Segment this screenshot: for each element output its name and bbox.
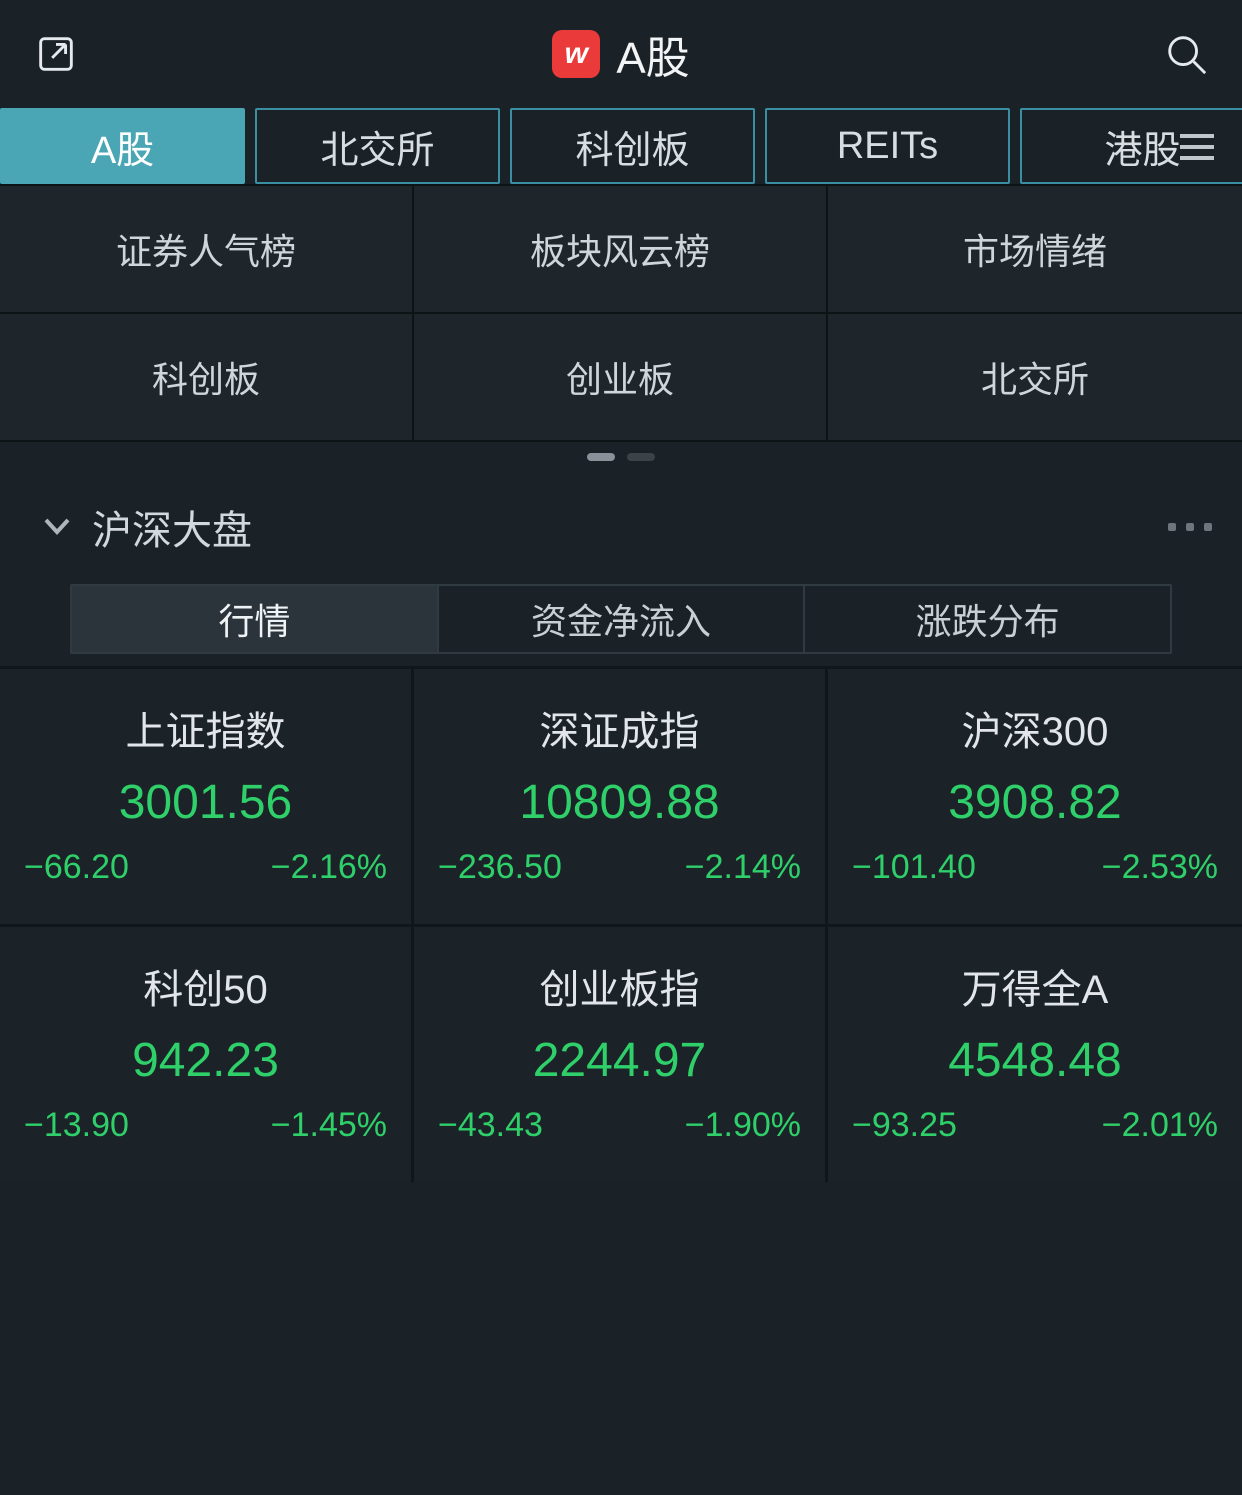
index-change-row: −13.90 −1.45%: [16, 1106, 395, 1145]
index-name: 科创50: [143, 957, 268, 1015]
cat-star[interactable]: 科创板: [0, 314, 414, 442]
cat-label: 北交所: [981, 351, 1089, 403]
seg-netflow[interactable]: 资金净流入: [439, 586, 806, 652]
share-icon[interactable]: [30, 28, 82, 80]
index-change-row: −43.43 −1.90%: [430, 1106, 809, 1145]
tab-bse[interactable]: 北交所: [255, 108, 500, 184]
index-value: 3908.82: [948, 775, 1122, 830]
app-logo: w: [552, 30, 600, 78]
seg-quotes[interactable]: 行情: [72, 586, 439, 652]
more-icon[interactable]: [1168, 523, 1212, 531]
page-dot: [627, 453, 655, 461]
market-tabs: A股 北交所 科创板 REITs 港股: [0, 108, 1242, 184]
cat-securities-rank[interactable]: 证券人气榜: [0, 186, 414, 314]
cat-label: 创业板: [566, 351, 674, 403]
index-cell[interactable]: 深证成指 10809.88 −236.50 −2.14%: [414, 666, 828, 924]
page-dot: [587, 453, 615, 461]
section-title: 沪深大盘: [92, 498, 252, 556]
cat-label: 证券人气榜: [116, 223, 296, 275]
index-name: 万得全A: [962, 957, 1109, 1015]
index-value: 3001.56: [119, 775, 293, 830]
index-value: 10809.88: [519, 775, 719, 830]
index-pct: −1.90%: [685, 1106, 801, 1145]
tab-label: 科创板: [575, 119, 689, 174]
section-segmented: 行情 资金净流入 涨跌分布: [70, 584, 1172, 654]
tab-star[interactable]: 科创板: [510, 108, 755, 184]
index-change: −101.40: [852, 848, 976, 887]
index-pct: −2.14%: [685, 848, 801, 887]
page-title: A股: [616, 22, 689, 86]
cat-bse[interactable]: 北交所: [828, 314, 1242, 442]
tab-label: 北交所: [320, 119, 434, 174]
index-change: −93.25: [852, 1106, 957, 1145]
index-pct: −2.01%: [1102, 1106, 1218, 1145]
header-title-wrap: w A股: [552, 22, 689, 86]
seg-label: 资金净流入: [531, 593, 711, 645]
index-cell[interactable]: 万得全A 4548.48 −93.25 −2.01%: [828, 924, 1242, 1182]
index-pct: −2.16%: [271, 848, 387, 887]
index-name: 上证指数: [126, 699, 286, 757]
section-toggle[interactable]: 沪深大盘: [40, 498, 252, 556]
page-indicator: [0, 444, 1242, 470]
section-header: 沪深大盘: [0, 470, 1242, 576]
index-value: 4548.48: [948, 1033, 1122, 1088]
index-cell[interactable]: 科创50 942.23 −13.90 −1.45%: [0, 924, 414, 1182]
chevron-down-icon: [40, 508, 74, 547]
cat-label: 板块风云榜: [530, 223, 710, 275]
tab-label: 港股: [1104, 119, 1180, 174]
category-grid: 证券人气榜 板块风云榜 市场情绪 科创板 创业板 北交所: [0, 184, 1242, 442]
seg-label: 行情: [218, 593, 290, 645]
search-icon[interactable]: [1160, 28, 1212, 80]
tab-reits[interactable]: REITs: [765, 108, 1010, 184]
index-pct: −1.45%: [271, 1106, 387, 1145]
cat-label: 市场情绪: [963, 223, 1107, 275]
tab-label: A股: [91, 119, 154, 174]
seg-dist[interactable]: 涨跌分布: [805, 586, 1170, 652]
index-pct: −2.53%: [1102, 848, 1218, 887]
index-grid: 上证指数 3001.56 −66.20 −2.16% 深证成指 10809.88…: [0, 666, 1242, 1182]
cat-chinext[interactable]: 创业板: [414, 314, 828, 442]
index-cell[interactable]: 沪深300 3908.82 −101.40 −2.53%: [828, 666, 1242, 924]
menu-icon[interactable]: [1176, 126, 1218, 168]
cat-label: 科创板: [152, 351, 260, 403]
tab-a-shares[interactable]: A股: [0, 108, 245, 184]
index-change-row: −93.25 −2.01%: [844, 1106, 1226, 1145]
cat-sentiment[interactable]: 市场情绪: [828, 186, 1242, 314]
index-change: −66.20: [24, 848, 129, 887]
index-change-row: −236.50 −2.14%: [430, 848, 809, 887]
index-change-row: −66.20 −2.16%: [16, 848, 395, 887]
tab-label: REITs: [837, 125, 938, 168]
index-change: −236.50: [438, 848, 562, 887]
index-value: 942.23: [132, 1033, 279, 1088]
app-logo-letter: w: [565, 37, 588, 71]
index-cell[interactable]: 创业板指 2244.97 −43.43 −1.90%: [414, 924, 828, 1182]
index-change: −13.90: [24, 1106, 129, 1145]
cat-sector-rank[interactable]: 板块风云榜: [414, 186, 828, 314]
index-change-row: −101.40 −2.53%: [844, 848, 1226, 887]
index-change: −43.43: [438, 1106, 543, 1145]
index-name: 沪深300: [962, 699, 1109, 757]
index-value: 2244.97: [533, 1033, 707, 1088]
index-name: 深证成指: [540, 699, 700, 757]
index-name: 创业板指: [540, 957, 700, 1015]
seg-label: 涨跌分布: [916, 593, 1060, 645]
index-cell[interactable]: 上证指数 3001.56 −66.20 −2.16%: [0, 666, 414, 924]
app-header: w A股: [0, 0, 1242, 108]
